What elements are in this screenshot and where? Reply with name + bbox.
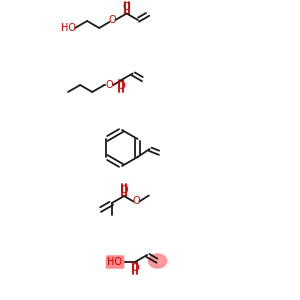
Text: HO: HO [61,23,76,33]
Text: O: O [118,81,125,91]
Text: O: O [106,80,113,90]
Text: O: O [123,2,130,13]
Text: O: O [109,15,116,25]
Text: HO: HO [107,257,122,267]
Text: O: O [120,185,128,195]
Text: O: O [131,263,139,273]
Text: O: O [133,196,140,206]
Ellipse shape [148,254,166,268]
